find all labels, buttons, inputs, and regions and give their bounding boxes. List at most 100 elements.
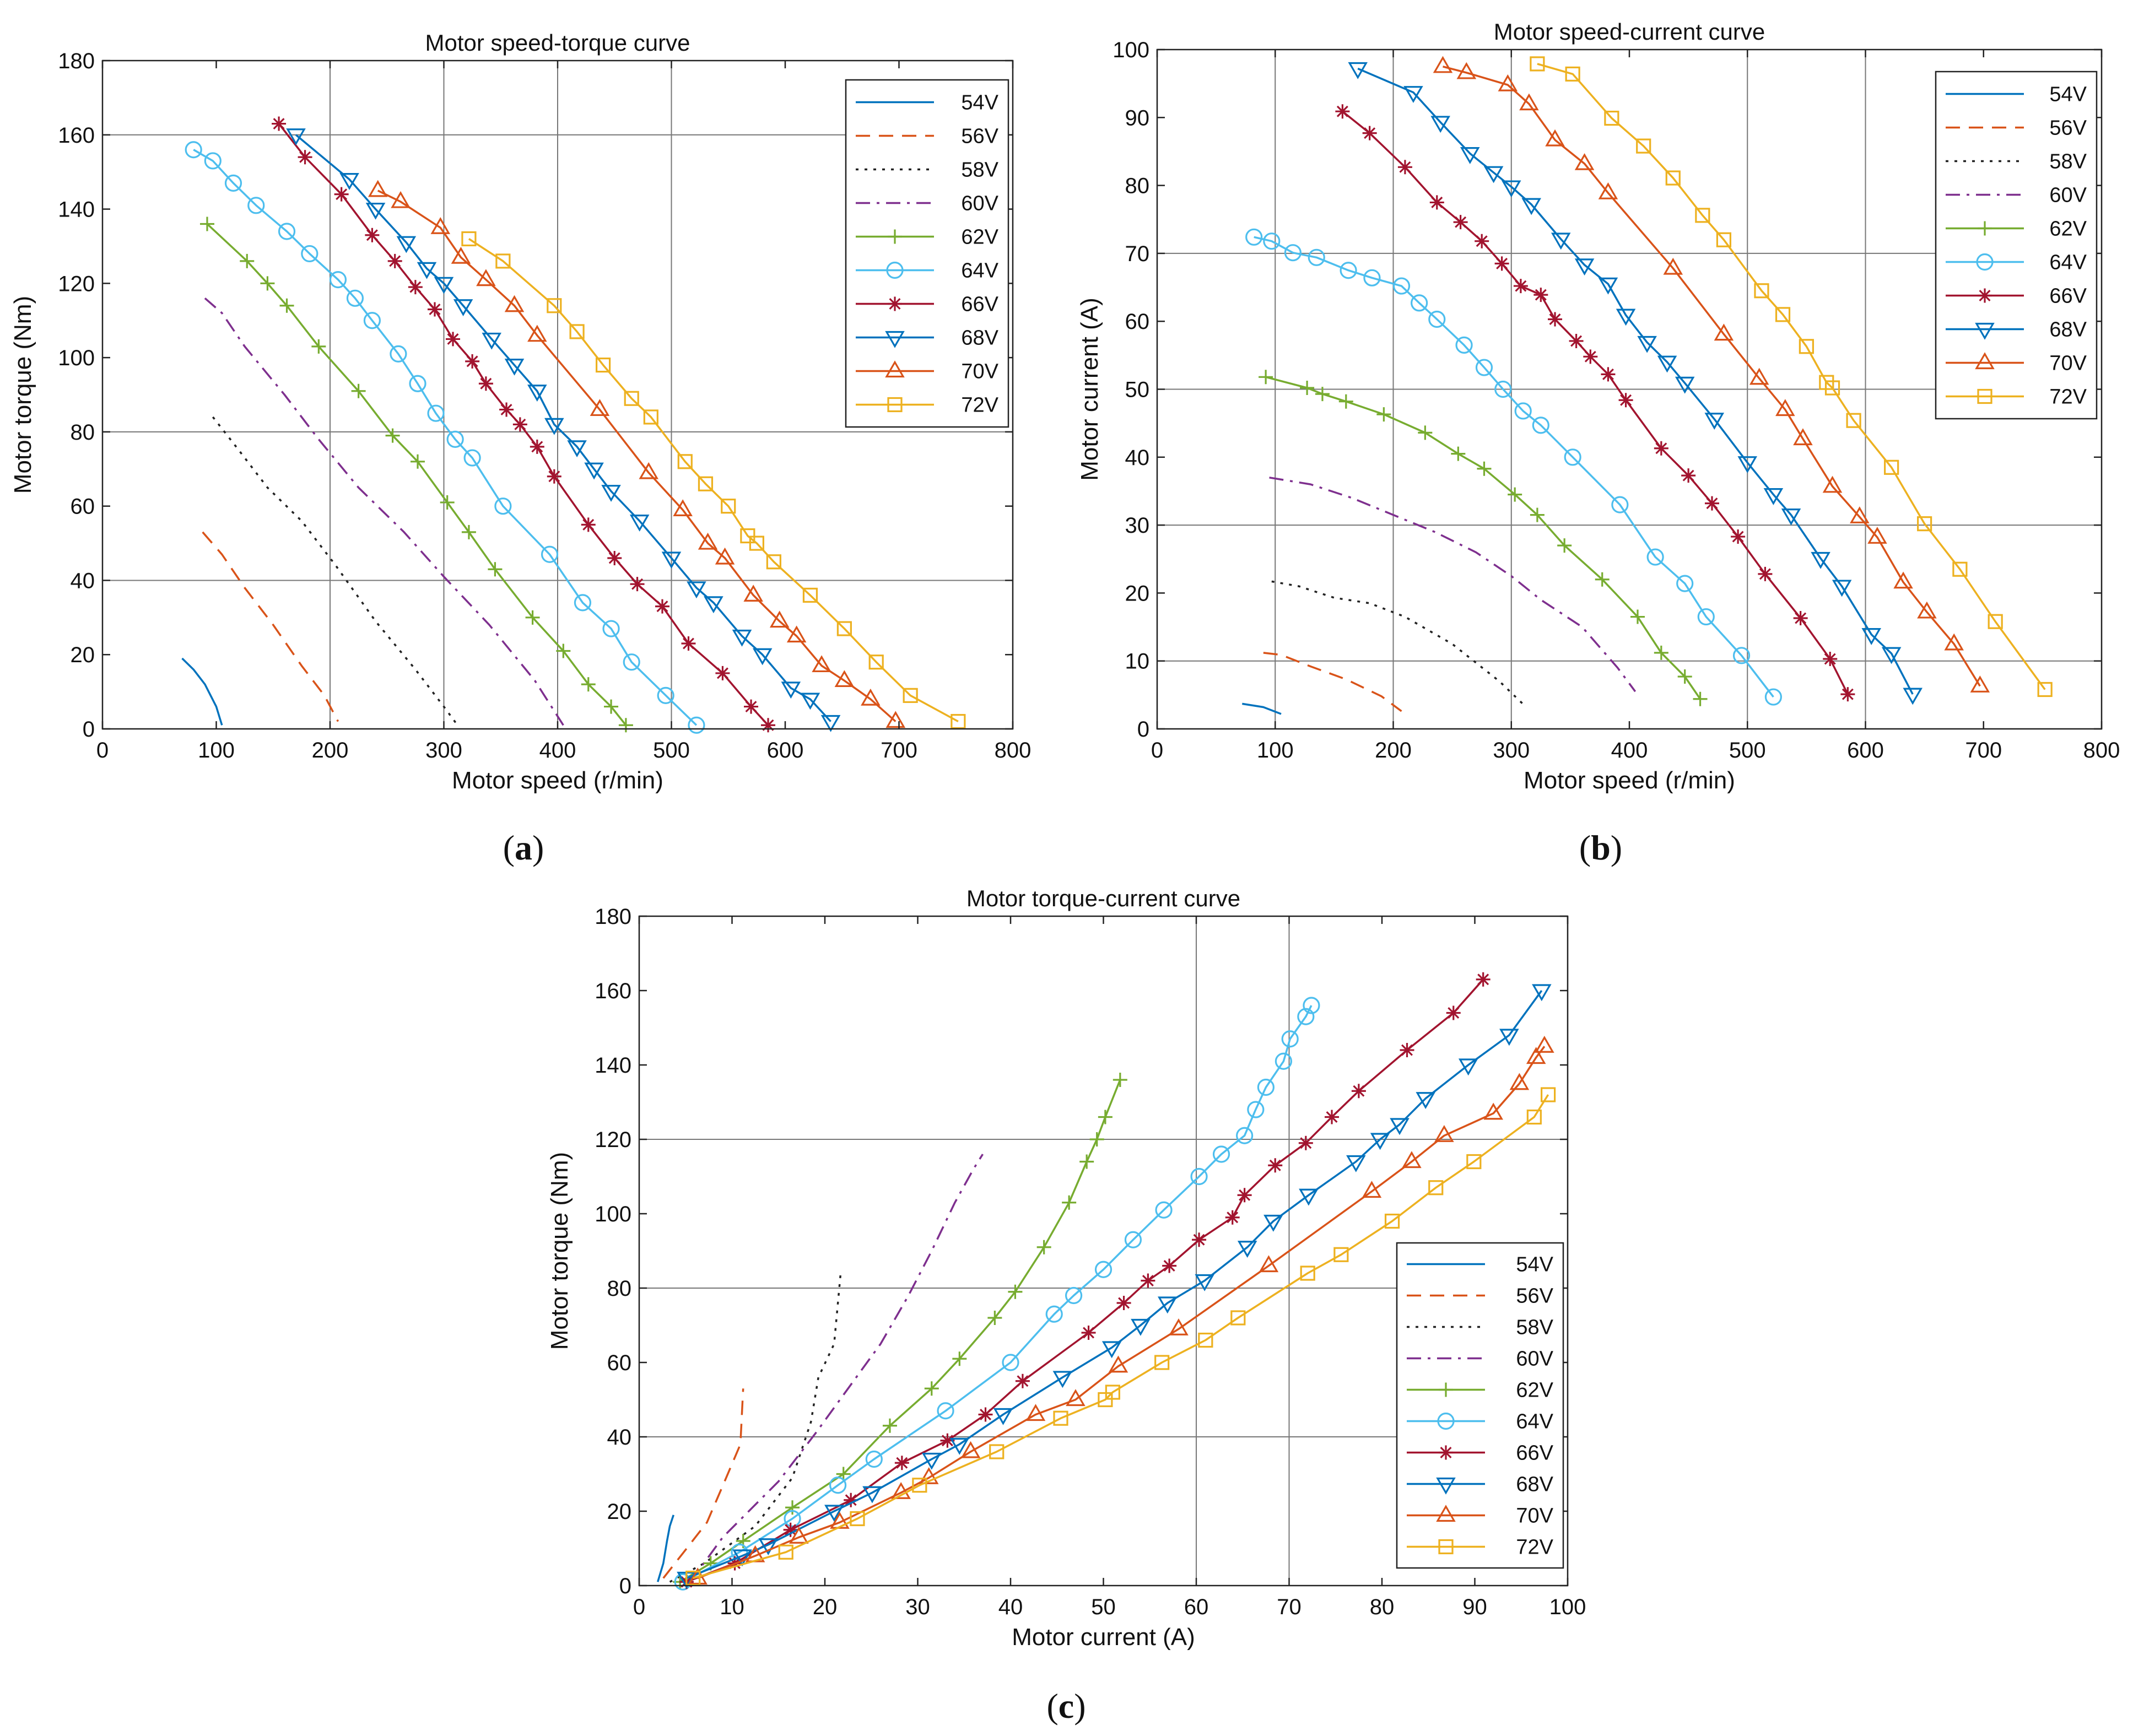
chart-b-point-68V bbox=[1616, 309, 1636, 326]
chart-a-point-72V bbox=[461, 231, 477, 247]
chart-c-point-70V bbox=[1362, 1181, 1382, 1198]
chart-a-point-68V bbox=[752, 648, 773, 666]
chart-a-series-56V bbox=[202, 531, 339, 722]
chart-a-point-68V bbox=[417, 262, 437, 279]
chart-a-point-62V bbox=[199, 217, 214, 231]
chart-c-point-64V bbox=[1275, 1052, 1292, 1070]
chart-c-legend-label-64V: 64V bbox=[1516, 1410, 1553, 1434]
chart-b-point-70V bbox=[1775, 399, 1795, 417]
chart-c-series-54V bbox=[657, 1515, 674, 1582]
chart-a-ytick-label: 180 bbox=[58, 49, 95, 73]
chart-c-point-66V bbox=[1476, 972, 1491, 987]
chart-c-legend-label-58V: 58V bbox=[1516, 1316, 1553, 1339]
chart-a-point-64V bbox=[494, 497, 512, 515]
chart-a-point-66V bbox=[761, 718, 776, 733]
chart-c-point-62V bbox=[987, 1311, 1002, 1325]
chart-c-point-62V bbox=[1113, 1073, 1127, 1087]
chart-a-legend-label-60V: 60V bbox=[961, 192, 998, 215]
chart-b-point-66V bbox=[1583, 349, 1598, 364]
chart-b-point-68V bbox=[1737, 456, 1758, 473]
chart-c-line-70V bbox=[697, 1046, 1546, 1580]
chart-c-point-68V bbox=[758, 1538, 778, 1555]
chart-c-ytick-label: 40 bbox=[607, 1425, 632, 1450]
chart-c-ytick-label: 60 bbox=[607, 1351, 632, 1375]
chart-c-point-62V bbox=[882, 1418, 897, 1433]
chart-b-point-72V bbox=[1754, 283, 1769, 299]
chart-a-point-70V bbox=[812, 655, 831, 673]
chart-b-point-70V bbox=[1714, 323, 1734, 341]
chart-a-point-68V bbox=[339, 173, 359, 190]
chart-c-legend-marker-68V bbox=[1436, 1477, 1456, 1495]
chart-b-xtick-label: 800 bbox=[2083, 738, 2120, 762]
chart-b-point-72V bbox=[1917, 516, 1932, 532]
chart-c-xtick-label: 10 bbox=[720, 1595, 744, 1619]
chart-c-xtick-label: 20 bbox=[813, 1595, 838, 1619]
chart-b-ytick-label: 80 bbox=[1125, 174, 1150, 198]
chart-a-point-66V bbox=[715, 666, 730, 680]
chart-c-line-64V bbox=[682, 1005, 1313, 1583]
chart-a-point-64V bbox=[446, 430, 464, 448]
chart-c-legend-label-72V: 72V bbox=[1516, 1536, 1553, 1559]
chart-c-legend-label-66V: 66V bbox=[1516, 1442, 1553, 1465]
chart-c-point-66V bbox=[978, 1407, 993, 1422]
chart-c-legend-label-56V: 56V bbox=[1516, 1285, 1553, 1308]
caption-b: (b) bbox=[1579, 828, 1622, 867]
chart-b-point-64V bbox=[1363, 269, 1381, 286]
chart-c-legend-marker-66V bbox=[1439, 1445, 1453, 1460]
chart-b-point-64V bbox=[1764, 688, 1782, 706]
chart-a-point-68V bbox=[453, 299, 473, 316]
chart-a-point-64V bbox=[301, 245, 318, 263]
chart-b-point-64V bbox=[1532, 417, 1549, 434]
chart-b-xtick-label: 500 bbox=[1729, 738, 1766, 762]
chart-a-line-56V bbox=[202, 531, 339, 722]
chart-c-point-64V bbox=[1236, 1127, 1254, 1144]
chart-a-ytick-label: 100 bbox=[58, 346, 95, 370]
chart-a-point-64V bbox=[224, 174, 242, 192]
chart-a-point-62V bbox=[581, 677, 596, 692]
chart-a-point-72V bbox=[495, 253, 511, 269]
chart-a-ytick-label: 120 bbox=[58, 272, 95, 296]
chart-c-point-62V bbox=[952, 1351, 967, 1366]
chart-c-point-70V bbox=[1434, 1125, 1454, 1142]
chart-b-legend-marker-72V bbox=[1977, 388, 1992, 404]
chart-b-point-70V bbox=[1893, 571, 1913, 589]
chart-b-point-70V bbox=[1793, 428, 1813, 446]
chart-a-ylabel: Motor torque (Nm) bbox=[9, 296, 36, 494]
chart-c-point-68V bbox=[1299, 1188, 1319, 1206]
chart-c-point-64V bbox=[784, 1510, 801, 1528]
chart-a-point-70V bbox=[527, 325, 547, 342]
chart-a-point-68V bbox=[365, 202, 386, 220]
chart-b-point-68V bbox=[1832, 580, 1852, 597]
chart-a-point-64V bbox=[247, 197, 265, 214]
chart-b-ytick-label: 0 bbox=[1137, 717, 1149, 742]
chart-a-legend-marker-64V bbox=[886, 261, 904, 279]
chart-b-point-64V bbox=[1411, 294, 1428, 312]
chart-c-xtick-label: 90 bbox=[1462, 1595, 1487, 1619]
chart-b-legend-label-66V: 66V bbox=[2049, 285, 2087, 308]
chart-b-point-70V bbox=[1970, 675, 1990, 693]
chart-b-xtick-label: 300 bbox=[1493, 738, 1530, 762]
chart-c-point-66V bbox=[1162, 1258, 1177, 1273]
chart-a-point-70V bbox=[504, 295, 525, 312]
chart-b-point-70V bbox=[1917, 601, 1937, 619]
chart-b-point-66V bbox=[1335, 104, 1350, 119]
chart-a-point-72V bbox=[569, 324, 585, 339]
chart-a-point-64V bbox=[657, 686, 674, 704]
chart-b-point-62V bbox=[1693, 691, 1708, 706]
chart-b-point-68V bbox=[1403, 86, 1423, 103]
chart-a-point-70V bbox=[715, 547, 735, 565]
chart-c-point-68V bbox=[824, 1505, 844, 1522]
chart-b-point-70V bbox=[1498, 74, 1518, 91]
chart-c-point-64V bbox=[1257, 1078, 1275, 1096]
chart-c-point-66V bbox=[1351, 1084, 1366, 1099]
chart-c-point-64V bbox=[1212, 1145, 1230, 1163]
chart-b-point-68V bbox=[1551, 232, 1571, 250]
chart-c-point-64V bbox=[1045, 1305, 1063, 1323]
chart-b-point-64V bbox=[1263, 232, 1281, 250]
chart-a-xlabel: Motor speed (r/min) bbox=[452, 767, 663, 794]
chart-b-point-70V bbox=[1456, 62, 1477, 79]
chart-c-point-72V bbox=[778, 1544, 793, 1560]
chart-a-legend-label-66V: 66V bbox=[961, 293, 998, 316]
chart-a-point-62V bbox=[411, 454, 425, 469]
chart-b-point-68V bbox=[1763, 488, 1784, 505]
